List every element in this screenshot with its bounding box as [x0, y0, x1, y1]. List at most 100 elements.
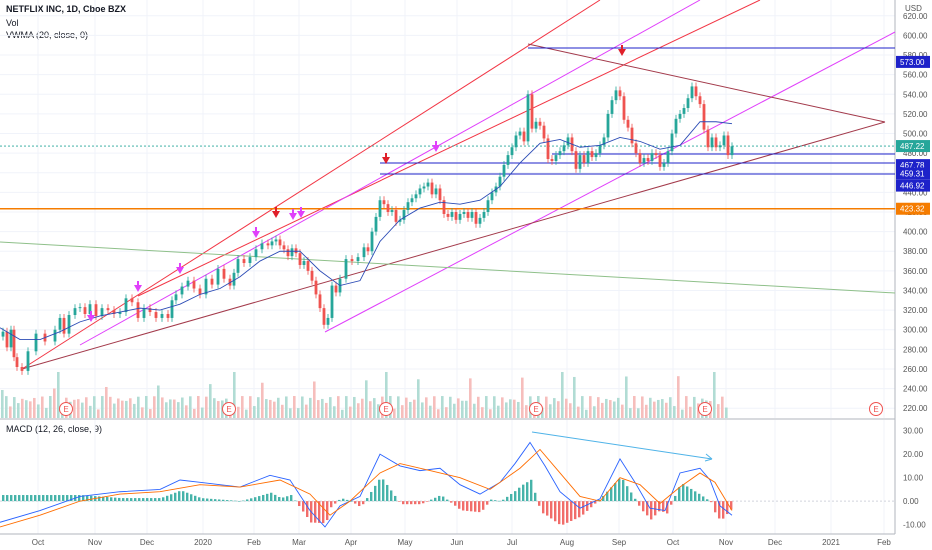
- macd-tick: 20.00: [903, 450, 924, 459]
- volume-bars: [1, 372, 728, 418]
- volume-bar: [657, 399, 660, 418]
- macd-histogram-bar: [274, 494, 277, 502]
- candle-body: [310, 270, 314, 281]
- macd-histogram-bar: [434, 497, 437, 502]
- volume-bar: [689, 406, 692, 418]
- candle-body: [722, 135, 726, 146]
- macd-histogram-bar: [238, 500, 241, 502]
- volume-bar: [277, 397, 280, 418]
- macd-histogram-bar: [718, 501, 721, 519]
- signal-arrow: [289, 209, 297, 220]
- macd-histogram-bar: [622, 479, 625, 502]
- volume-bar: [361, 398, 364, 418]
- time-tick: 2021: [822, 538, 840, 547]
- macd-legend[interactable]: MACD (12, 26, close, 9): [6, 424, 103, 434]
- candle-body: [270, 241, 274, 246]
- candle-body: [474, 212, 478, 224]
- volume-bar: [485, 396, 488, 418]
- candle-body: [534, 121, 538, 129]
- macd-histogram-bar: [546, 501, 549, 516]
- volume-bar: [213, 398, 216, 418]
- volume-bar: [157, 385, 160, 418]
- macd-histogram-bar: [722, 501, 725, 519]
- candle-body: [306, 261, 310, 271]
- candle-body: [694, 86, 698, 97]
- candle-body: [278, 239, 282, 246]
- macd-histogram-bar: [674, 495, 677, 502]
- macd-histogram-bar: [398, 501, 401, 502]
- volume-legend[interactable]: Vol: [6, 18, 19, 28]
- volume-bar: [325, 402, 328, 418]
- macd-histogram-bar: [554, 501, 557, 522]
- volume-bar: [49, 396, 52, 418]
- candle-body: [442, 200, 446, 214]
- signal-arrow: [382, 153, 390, 164]
- macd-histogram-bar: [86, 495, 89, 502]
- volume-bar: [721, 396, 724, 418]
- signal-line: [0, 448, 733, 528]
- support-trendline: [21, 121, 886, 370]
- macd-histogram-bar: [214, 499, 217, 502]
- macd-histogram-bar: [694, 491, 697, 502]
- macd-histogram-bar: [66, 495, 69, 502]
- candle-body: [398, 219, 402, 222]
- macd-histogram-bar: [118, 497, 121, 502]
- time-tick: Jun: [451, 538, 464, 547]
- candle-body: [302, 261, 306, 265]
- volume-bar: [665, 402, 668, 418]
- time-tick: Feb: [247, 538, 261, 547]
- candle-body: [614, 90, 618, 101]
- volume-bar: [149, 409, 152, 418]
- price-tag-label: 446.92: [900, 182, 925, 191]
- macd-histogram-bar: [210, 498, 213, 502]
- macd-histogram-bar: [278, 497, 281, 502]
- candle-body: [618, 90, 622, 97]
- macd-histogram-bar: [646, 501, 649, 516]
- macd-histogram-bar: [78, 495, 81, 502]
- volume-bar: [237, 406, 240, 418]
- volume-bar: [353, 396, 356, 418]
- macd-histogram-bar: [586, 501, 589, 511]
- volume-bar: [285, 396, 288, 418]
- price-tag: [896, 140, 930, 153]
- volume-bar: [77, 399, 80, 418]
- time-tick: Apr: [345, 538, 358, 547]
- candle-body: [12, 329, 16, 358]
- earnings-marker: [698, 402, 712, 416]
- volume-bar: [297, 408, 300, 418]
- macd-histogram-bar: [190, 494, 193, 502]
- candle-body: [290, 248, 294, 257]
- macd-histogram-bar: [350, 501, 353, 502]
- macd-histogram-bar: [682, 484, 685, 502]
- price-tick: 260.00: [903, 365, 928, 374]
- volume-bar: [693, 396, 696, 418]
- volume-bar: [489, 409, 492, 418]
- candle-body: [714, 137, 718, 148]
- macd-histogram-bar: [650, 501, 653, 520]
- time-tick: May: [397, 538, 412, 547]
- macd-histogram-bar: [182, 491, 185, 502]
- candle-body: [554, 155, 558, 161]
- macd-histogram-bar: [582, 501, 585, 515]
- macd-histogram-bar: [390, 490, 393, 502]
- macd-histogram-bar: [502, 499, 505, 502]
- volume-bar: [233, 372, 236, 418]
- candle-body: [562, 145, 566, 152]
- volume-bar: [517, 401, 520, 418]
- macd-histogram-bar: [342, 498, 345, 502]
- candle-body: [106, 308, 110, 311]
- macd-histogram-bar: [466, 501, 469, 511]
- macd-histogram-bar: [258, 496, 261, 502]
- volume-bar: [393, 408, 396, 418]
- candle-body: [112, 310, 116, 315]
- volume-bar: [505, 402, 508, 418]
- candle-body: [210, 278, 214, 285]
- macd-histogram-bar: [126, 498, 129, 502]
- volume-bar: [209, 384, 212, 418]
- macd-histogram-bar: [690, 488, 693, 502]
- time-tick: Oct: [32, 538, 45, 547]
- macd-histogram-bar: [558, 501, 561, 525]
- price-tick: 280.00: [903, 345, 928, 354]
- volume-bar: [129, 398, 132, 418]
